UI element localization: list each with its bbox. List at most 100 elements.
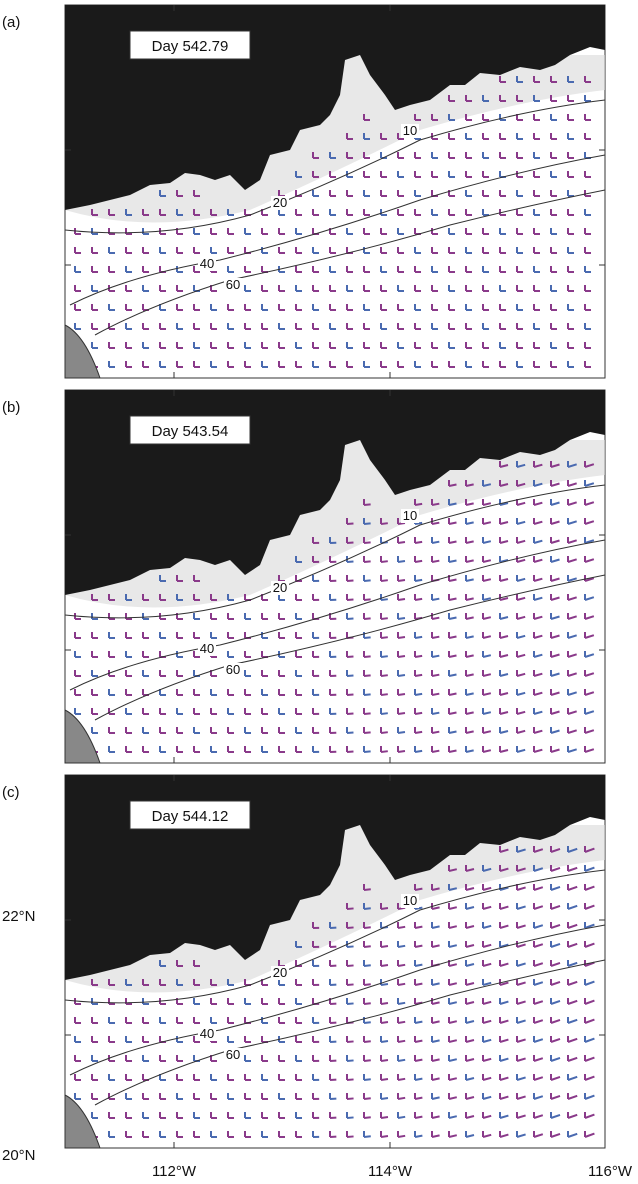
current-vector <box>363 1093 371 1100</box>
current-vector <box>363 1112 371 1119</box>
current-vector <box>363 518 371 525</box>
current-vector <box>448 1036 458 1043</box>
current-vector <box>448 613 457 620</box>
current-vector <box>516 1055 526 1062</box>
current-vector <box>312 1093 320 1100</box>
current-vector <box>380 190 387 197</box>
current-vector <box>448 594 457 601</box>
current-vector <box>533 342 540 349</box>
current-vector <box>380 998 389 1005</box>
current-vector <box>244 708 251 715</box>
current-vector <box>431 1131 440 1138</box>
current-vector <box>227 746 234 753</box>
current-vector <box>227 651 234 658</box>
current-vector <box>567 518 577 525</box>
current-vector <box>533 1131 544 1138</box>
current-vector <box>142 247 149 254</box>
current-vector <box>176 1036 183 1043</box>
current-vector <box>346 708 354 715</box>
current-vector <box>482 689 492 696</box>
current-vector <box>125 266 132 273</box>
current-vector <box>380 613 388 620</box>
current-vector <box>550 133 557 140</box>
current-vector <box>516 922 526 929</box>
current-vector <box>346 746 354 753</box>
current-vector <box>482 594 492 601</box>
current-vector <box>380 1017 389 1024</box>
current-vector <box>142 266 149 273</box>
current-vector <box>91 228 98 235</box>
current-vector <box>414 537 423 544</box>
current-vector <box>397 632 406 639</box>
current-vector <box>74 1036 81 1043</box>
current-vector <box>261 228 268 235</box>
current-vector <box>74 285 81 292</box>
current-vector <box>431 1055 440 1062</box>
current-vector <box>176 342 183 349</box>
current-vector <box>142 670 149 677</box>
current-vector <box>414 1112 423 1119</box>
current-vector <box>363 1074 371 1081</box>
current-vector <box>567 651 577 658</box>
current-vector <box>567 708 577 715</box>
current-vector <box>516 209 523 216</box>
current-vector <box>91 1112 98 1119</box>
current-vector <box>244 323 251 330</box>
current-vector <box>550 594 560 601</box>
current-vector <box>584 727 595 734</box>
current-vector <box>533 727 543 734</box>
current-vector <box>584 746 595 753</box>
current-vector <box>397 708 406 715</box>
current-vector <box>397 285 404 292</box>
current-vector <box>227 342 234 349</box>
current-vector <box>380 1131 389 1138</box>
current-vector <box>346 266 353 273</box>
current-vector <box>227 998 234 1005</box>
current-vector <box>499 518 509 525</box>
current-vector <box>550 228 557 235</box>
current-vector <box>295 670 302 677</box>
day-box <box>129 30 251 60</box>
current-vector <box>533 613 543 620</box>
current-vector <box>465 865 475 872</box>
current-vector <box>482 209 489 216</box>
current-vector <box>176 979 183 986</box>
current-vector <box>482 556 492 563</box>
current-vector <box>363 228 370 235</box>
current-vector <box>516 361 523 368</box>
current-vector <box>244 1131 251 1138</box>
current-vector <box>380 171 387 178</box>
current-vector <box>193 209 200 216</box>
current-vector <box>380 941 389 948</box>
current-vector <box>176 1055 183 1062</box>
current-vector <box>159 1055 166 1062</box>
current-vector <box>431 1036 440 1043</box>
current-vector <box>584 480 595 487</box>
current-vector <box>125 746 132 753</box>
corner-land <box>64 324 101 379</box>
current-vector <box>550 979 561 986</box>
current-vector <box>414 651 423 658</box>
current-vector <box>74 708 81 715</box>
current-vector <box>499 960 509 967</box>
current-vector <box>431 1074 440 1081</box>
label-bg <box>401 894 419 908</box>
current-vector <box>329 342 336 349</box>
current-vector <box>193 1074 200 1081</box>
current-vector <box>533 461 543 468</box>
current-vector <box>142 746 149 753</box>
current-vector <box>108 651 115 658</box>
current-vector <box>329 1112 337 1119</box>
current-vector <box>567 575 577 582</box>
current-vector <box>227 1093 234 1100</box>
current-vector <box>125 342 132 349</box>
current-vector <box>227 1036 234 1043</box>
current-vector <box>499 247 506 254</box>
current-vector <box>329 979 337 986</box>
label-bg <box>271 196 289 210</box>
current-vector <box>516 247 523 254</box>
current-vector <box>397 1131 406 1138</box>
current-vector <box>176 285 183 292</box>
current-vector <box>380 1036 389 1043</box>
